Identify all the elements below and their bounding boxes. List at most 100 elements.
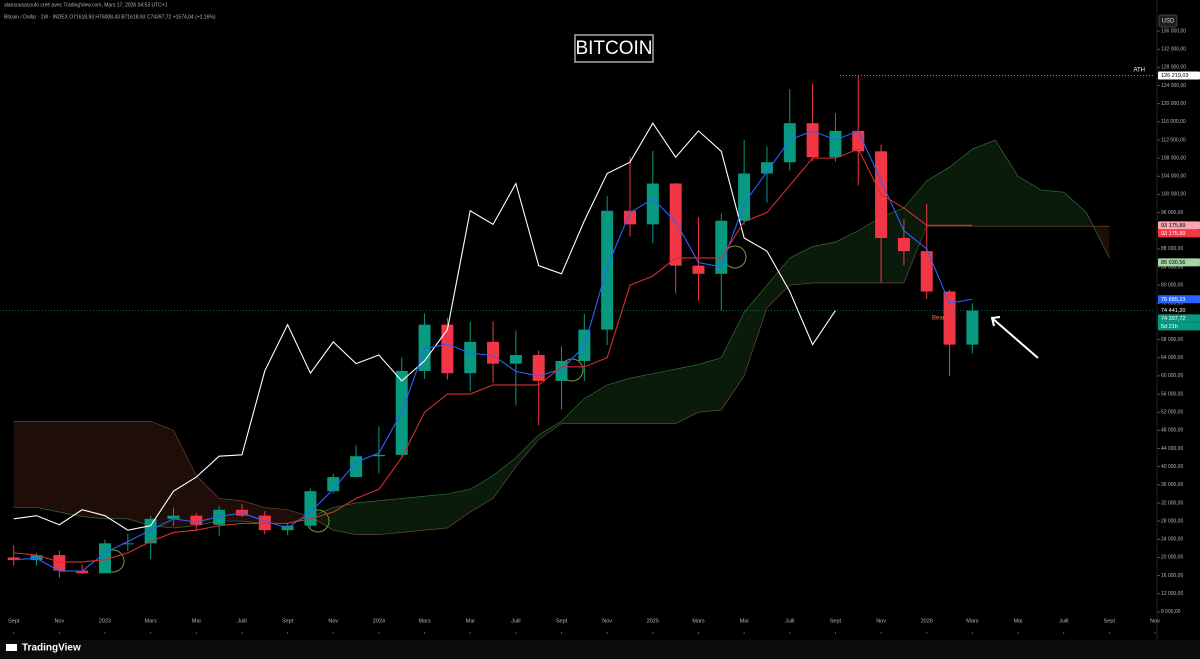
candle-body <box>738 173 751 221</box>
candle-body <box>190 515 203 525</box>
y-tick-label: 100 000,00 <box>1161 192 1186 198</box>
price-tag <box>1158 306 1200 315</box>
cloud-segment <box>903 180 927 283</box>
x-tick-label: Juill <box>1059 618 1068 624</box>
title-box <box>574 34 654 63</box>
cloud-segment <box>835 230 859 283</box>
y-tick-label: 28 000,00 <box>1161 518 1183 524</box>
brand-icon <box>6 644 17 651</box>
y-tick-label: 124 000,00 <box>1161 83 1186 89</box>
cloud-segment <box>789 246 813 286</box>
y-tick-label: 48 000,00 <box>1161 428 1183 434</box>
cloud-segment <box>630 373 653 424</box>
candle-body <box>920 251 933 292</box>
candle-body <box>7 557 20 561</box>
x-tick-label: Nov <box>328 618 338 624</box>
y-tick-label: 60 000,00 <box>1161 373 1183 379</box>
candle-body <box>213 509 226 525</box>
price-tag-label: 126 219,03 <box>1161 73 1189 79</box>
footer-bar <box>0 640 1200 659</box>
cloud-segment <box>447 489 471 528</box>
currency-box[interactable] <box>1158 14 1178 28</box>
candle-body <box>30 555 43 561</box>
candle-body <box>760 162 773 174</box>
cloud-segment <box>333 502 357 535</box>
cloud-segment <box>698 357 722 413</box>
y-tick-label: 120 000,00 <box>1161 101 1186 107</box>
y-tick-label: 40 000,00 <box>1161 464 1183 470</box>
candle-body <box>144 518 157 544</box>
ath-label: ATH <box>1133 68 1145 74</box>
cloud-segment <box>812 242 836 283</box>
x-tick-label: Mai <box>466 618 475 624</box>
x-tick-label: 2025 <box>647 618 659 624</box>
x-tick-label: Nov <box>54 618 64 624</box>
x-tick-label: Mars <box>966 618 978 624</box>
currency[interactable]: USD <box>1162 19 1175 25</box>
price-tag-label: 74 397,72 <box>1161 316 1185 322</box>
y-tick-label: 32 000,00 <box>1161 500 1183 506</box>
x-tick-label: Mars <box>692 618 704 624</box>
cloud-segment <box>59 421 83 517</box>
price-tag <box>1158 71 1200 80</box>
y-tick-label: 64 000,00 <box>1161 355 1183 361</box>
candle-body <box>304 491 317 526</box>
x-tick-label: Mars <box>145 618 157 624</box>
indicator-line <box>13 148 973 563</box>
candle-body <box>897 237 910 252</box>
candle-body <box>829 130 842 158</box>
y-tick-label: 76 000,00 <box>1161 301 1183 307</box>
price-tag-label: 85 030,56 <box>1161 260 1185 266</box>
x-tick-label: Sept <box>1104 618 1116 624</box>
candle-body <box>464 341 477 374</box>
y-tick-label: 108 000,00 <box>1161 155 1186 161</box>
brand: TradingView <box>6 643 81 654</box>
cloud-segment <box>36 421 60 513</box>
cloud-segment <box>424 493 448 531</box>
y-tick-label: 20 000,00 <box>1161 555 1183 561</box>
chart-title: BITCOIN <box>575 38 652 59</box>
cloud-segment <box>105 421 128 519</box>
candle-body <box>167 515 180 519</box>
x-tick-label: 2026 <box>921 618 933 624</box>
candle-body <box>121 543 134 545</box>
x-tick-label: Nov <box>1150 618 1160 624</box>
x-tick-label: Mars <box>418 618 430 624</box>
cloud-segment <box>287 509 311 524</box>
cloud-segment <box>744 285 767 376</box>
candle-body <box>532 355 545 381</box>
indicator-line <box>13 130 973 572</box>
x-tick-label: Sept <box>8 618 20 624</box>
cloud-segment <box>493 457 516 499</box>
cloud-segment <box>1063 192 1087 227</box>
x-tick-label: Nov <box>876 618 886 624</box>
x-tick-label: Mai <box>1014 618 1023 624</box>
x-tick-label: Sept <box>282 618 294 624</box>
cloud-segment <box>401 496 425 533</box>
x-tick-label: Juill <box>511 618 520 624</box>
y-tick-label: 132 000,00 <box>1161 47 1186 53</box>
y-tick-label: 68 000,00 <box>1161 337 1183 343</box>
countdown-box <box>1158 322 1200 331</box>
arrow-head <box>990 316 1001 327</box>
cloud-segment <box>652 369 676 424</box>
candle-body <box>852 130 865 152</box>
price-tag <box>1158 221 1200 230</box>
price-tag-label: 93 175,89 <box>1161 223 1185 229</box>
y-tick-label: 80 000,00 <box>1161 282 1183 288</box>
cloud-segment <box>995 139 1019 227</box>
cloud-segment <box>82 421 105 519</box>
cloud-segment <box>1040 189 1064 227</box>
candle-body <box>669 183 682 266</box>
candle-body <box>327 477 340 492</box>
y-tick-label: 96 000,00 <box>1161 210 1183 216</box>
candle-body <box>509 355 522 364</box>
cloud-segment <box>926 167 950 227</box>
cloud-segment <box>378 498 402 535</box>
symbol-line: Bitcoin / Dollar · 1W · INDEX O71618,93 … <box>4 14 216 20</box>
x-tick-label: Juill <box>785 618 794 624</box>
candle-body <box>372 454 385 457</box>
cloud-segment <box>766 257 790 308</box>
price-tag-label: 74 441,20 <box>1161 308 1185 314</box>
